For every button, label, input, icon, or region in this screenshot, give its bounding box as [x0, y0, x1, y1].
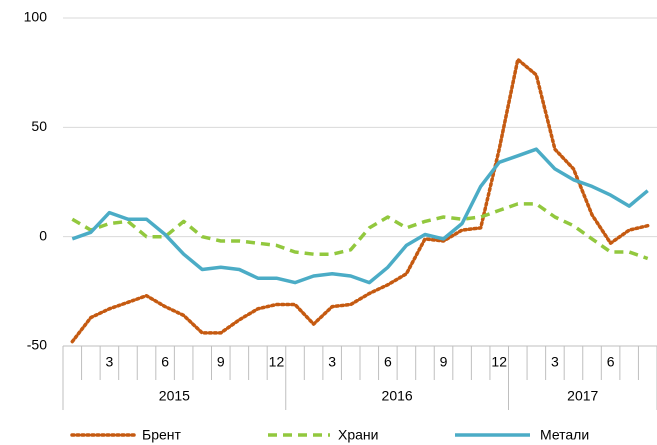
x-tick-label: 9 [217, 354, 225, 370]
y-tick-label: 50 [31, 118, 47, 134]
x-tick-label: 3 [328, 354, 336, 370]
x-tick-label: 12 [269, 354, 285, 370]
y-tick-label: 100 [24, 9, 48, 25]
legend-label: Храни [338, 427, 378, 443]
series-line [71, 202, 649, 261]
x-tick-label: 9 [440, 354, 448, 370]
legend-label: Метали [540, 427, 589, 443]
year-label: 2017 [567, 388, 598, 404]
year-label: 2015 [159, 388, 190, 404]
x-tick-label: 3 [551, 354, 559, 370]
legend-label: Брент [142, 427, 181, 443]
series-line [71, 147, 649, 285]
x-tick-label: 6 [161, 354, 169, 370]
x-tick-label: 6 [607, 354, 615, 370]
year-label: 2016 [382, 388, 413, 404]
x-tick-label: 3 [106, 354, 114, 370]
y-tick-label: -50 [27, 337, 47, 353]
x-tick-label: 6 [384, 354, 392, 370]
x-tick-label: 12 [491, 354, 507, 370]
series-line [70, 57, 650, 344]
y-tick-label: 0 [39, 227, 47, 243]
